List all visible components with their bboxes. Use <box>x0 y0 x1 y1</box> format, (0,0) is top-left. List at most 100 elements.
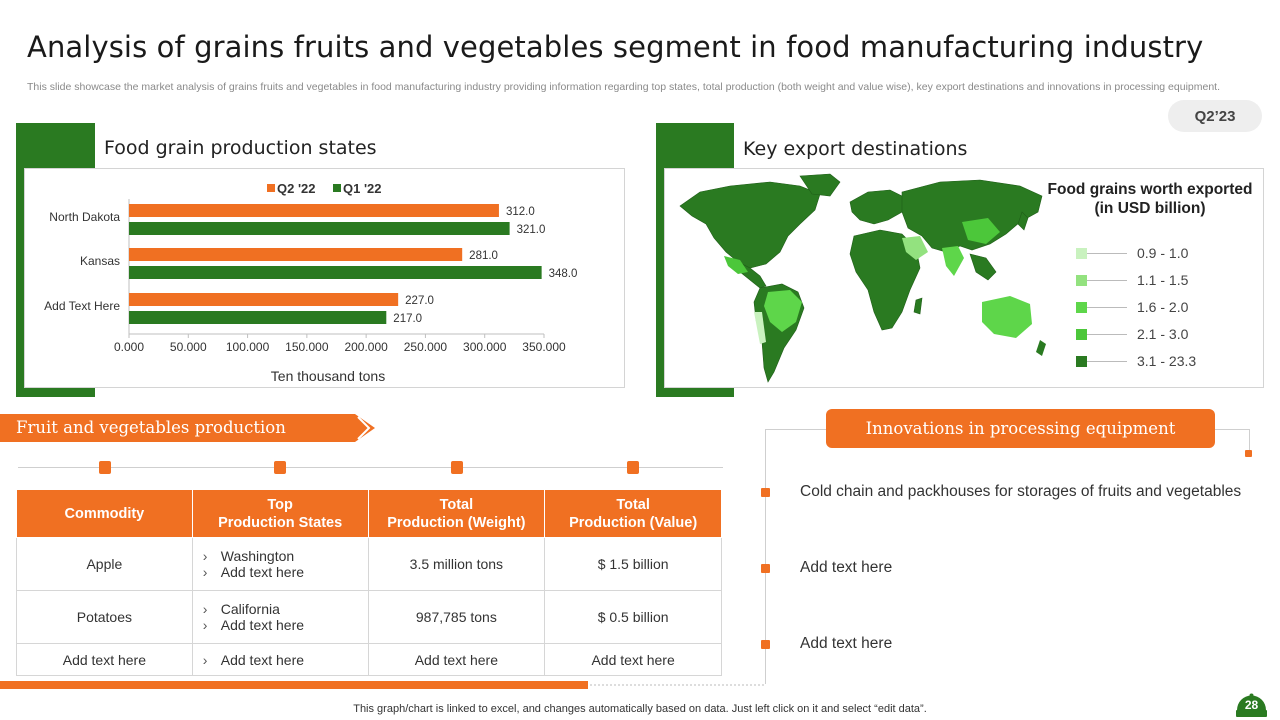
arabia-highlight <box>902 236 928 260</box>
legend-swatch <box>267 184 275 192</box>
chile-highlight <box>754 312 766 344</box>
data-label: 348.0 <box>549 268 578 280</box>
bar <box>129 222 510 235</box>
legend-label: 2.1 - 3.0 <box>1137 326 1189 342</box>
legend-swatch <box>1076 247 1087 259</box>
legend-item: 2.1 - 3.0 <box>1076 326 1189 342</box>
asia-shape <box>901 179 1043 253</box>
state-entry: › Add text here <box>203 652 360 668</box>
chevron-right-icon: › <box>202 617 208 633</box>
page-subtitle: This slide showcase the market analysis … <box>27 81 1221 93</box>
timeline-line <box>18 467 723 468</box>
weight-cell: Add text here <box>367 643 546 676</box>
table-header-cell: Top Production States <box>191 489 369 538</box>
legend-line <box>1087 333 1127 335</box>
value-cell: $ 1.5 billion <box>544 537 722 591</box>
legend-line <box>1087 360 1127 362</box>
europe-shape <box>849 189 907 225</box>
australia-shape <box>982 296 1032 338</box>
legend-swatch <box>333 184 341 192</box>
bar <box>129 204 499 217</box>
legend-item: 0.9 - 1.0 <box>1076 245 1188 261</box>
madagascar-shape <box>913 297 923 315</box>
states-cell: › Add text here <box>191 643 369 676</box>
footer-note: This graph/chart is linked to excel, and… <box>353 703 927 715</box>
chevron-right-icon: › <box>202 564 208 580</box>
states-cell: › California › Add text here <box>191 590 369 644</box>
map-land <box>679 173 1043 383</box>
fruit-section-ribbon <box>0 414 375 442</box>
commodity-cell: Add text here <box>16 643 193 676</box>
legend-label: Q2 '22 <box>277 181 316 196</box>
table-row: Apple › Washington › Add text here 3.5 mil… <box>16 537 722 591</box>
greenland-shape <box>799 173 841 197</box>
timeline-dot <box>627 461 639 474</box>
innovations-frame-left <box>765 429 766 684</box>
weight-cell: 987,785 tons <box>367 590 546 644</box>
innovation-item: Add text here <box>800 559 893 576</box>
legend-item: 3.1 - 23.3 <box>1076 353 1197 369</box>
y-category-label: Add Text Here <box>44 299 120 313</box>
legend-item: 1.1 - 1.5 <box>1076 272 1189 288</box>
legend-swatch <box>1076 328 1087 340</box>
grain-production-bar-chart[interactable]: 0.000 50.000 100.000 150.000 200.000 250.000 3… <box>0 0 640 400</box>
legend-swatch <box>1076 301 1087 313</box>
chevron-right-icon: › <box>202 601 208 617</box>
world-map[interactable] <box>670 172 1050 387</box>
state-entry: › Washington <box>203 548 360 564</box>
table-header-cell: Commodity <box>16 489 193 538</box>
bullet-icon <box>761 640 770 649</box>
data-label: 227.0 <box>405 295 434 307</box>
bullet-icon <box>761 564 770 573</box>
table-row: Add text here › Add text here Add text he… <box>16 643 722 676</box>
x-tick-label: 0.000 <box>114 340 144 354</box>
x-tick-label: 350.000 <box>522 340 566 354</box>
x-axis-title: Ten thousand tons <box>271 368 385 384</box>
legend-label: 1.1 - 1.5 <box>1137 272 1189 288</box>
timeline-dot <box>451 461 463 474</box>
data-label: 312.0 <box>506 206 535 218</box>
y-category-label: Kansas <box>80 254 120 268</box>
chevron-right-icon: › <box>202 548 208 564</box>
timeline-dot <box>99 461 111 474</box>
chevron-right-icon: › <box>202 651 208 668</box>
southeast-asia-shape <box>969 253 997 281</box>
bar <box>129 266 542 279</box>
table-row: Potatoes › California › Add text here 987,… <box>16 590 722 644</box>
state-name: Add text here <box>220 651 305 668</box>
japan-shape <box>1017 211 1029 231</box>
x-tick-label: 50.000 <box>170 340 207 354</box>
africa-shape <box>849 229 921 331</box>
india-highlight <box>942 246 964 276</box>
fruit-section-heading: Fruit and vegetables production <box>16 418 286 437</box>
value-cell: $ 0.5 billion <box>544 590 722 644</box>
bottom-dotted-line <box>590 684 766 686</box>
weight-cell: 3.5 million tons <box>367 537 546 591</box>
innovation-item: Add text here <box>800 635 893 652</box>
x-tick-label: 150.000 <box>285 340 329 354</box>
states-cell: › Washington › Add text here <box>191 537 369 591</box>
commodity-cell: Potatoes <box>16 590 193 644</box>
legend-line <box>1087 306 1127 308</box>
new-zealand-shape <box>1036 340 1046 356</box>
value-cell: Add text here <box>544 643 722 676</box>
grain-panel-heading: Food grain production states <box>104 137 377 159</box>
legend-swatch <box>1076 274 1087 286</box>
commodity-table: Commodity Top Production States Total Prod… <box>16 489 722 676</box>
x-tick-label: 250.000 <box>404 340 448 354</box>
bottom-accent-bar <box>0 681 588 689</box>
state-entry: › Add text here <box>203 564 360 580</box>
state-entry: › California <box>203 601 360 617</box>
x-tick-label: 200.000 <box>344 340 388 354</box>
legend-line <box>1087 252 1127 254</box>
north-america-shape <box>679 181 821 269</box>
innovation-item: Cold chain and packhouses for storages o… <box>800 483 1242 500</box>
state-name: California <box>220 601 280 617</box>
legend-label: Q1 '22 <box>343 181 382 196</box>
legend-label: 3.1 - 23.3 <box>1137 353 1197 369</box>
bar <box>129 293 399 306</box>
map-legend-title: Food grains worth exported (in USD billi… <box>1047 181 1253 217</box>
state-name: Add text here <box>220 617 305 633</box>
legend-label: 1.6 - 2.0 <box>1137 299 1189 315</box>
data-label: 281.0 <box>469 250 498 262</box>
